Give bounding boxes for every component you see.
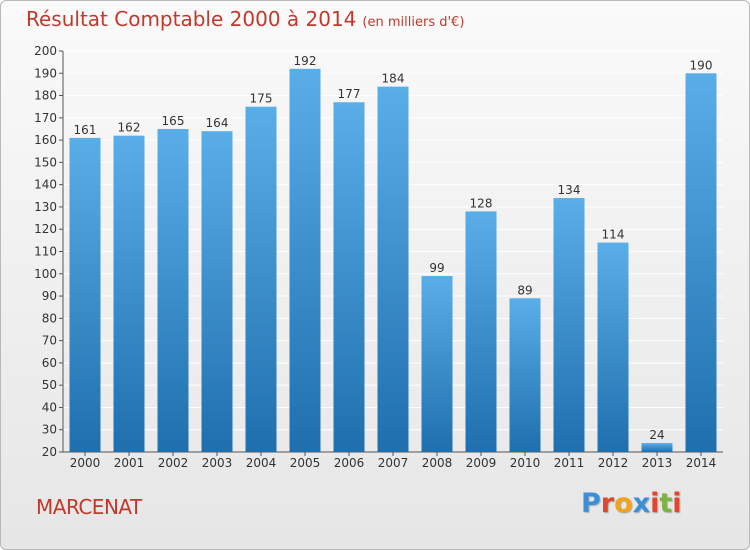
data-label: 164 (206, 116, 229, 130)
y-tick-label: 100 (34, 267, 57, 281)
y-tick-label: 40 (42, 400, 57, 414)
bar (113, 135, 145, 452)
chart-subtitle: (en milliers d'€) (362, 15, 465, 30)
y-tick-label: 170 (34, 111, 57, 125)
x-tick-label: 2000 (70, 456, 101, 470)
x-tick-label: 2001 (114, 456, 145, 470)
bar (641, 443, 673, 452)
y-tick-label: 200 (34, 44, 57, 58)
y-tick-label: 190 (34, 66, 57, 80)
data-label: 24 (649, 428, 664, 442)
y-tick-label: 70 (42, 334, 57, 348)
data-label: 175 (250, 92, 273, 106)
data-label: 177 (338, 87, 361, 101)
x-tick-label: 2006 (334, 456, 365, 470)
y-tick-label: 80 (42, 311, 57, 325)
x-tick-label: 2011 (554, 456, 585, 470)
bar (289, 68, 321, 453)
x-tick-label: 2005 (290, 456, 321, 470)
y-tick-label: 140 (34, 178, 57, 192)
x-tick-label: 2002 (158, 456, 189, 470)
y-tick-label: 110 (34, 245, 57, 259)
bar (333, 102, 365, 452)
logo-letter: r (600, 488, 615, 519)
bar (509, 298, 541, 452)
x-tick-label: 2007 (378, 456, 409, 470)
bar (465, 211, 497, 452)
commune-name: MARCENAT (36, 495, 142, 519)
bar (377, 86, 409, 453)
y-tick-label: 90 (42, 289, 57, 303)
data-label: 114 (602, 228, 625, 242)
x-tick-label: 2013 (642, 456, 673, 470)
y-tick-label: 160 (34, 133, 57, 147)
y-tick-label: 30 (42, 423, 57, 437)
data-label: 89 (517, 283, 532, 297)
data-label: 99 (429, 261, 444, 275)
data-label: 128 (470, 196, 493, 210)
logo-letter: t (659, 488, 673, 519)
x-tick-label: 2012 (598, 456, 629, 470)
data-label: 162 (118, 121, 141, 135)
logo-letter: o (614, 488, 633, 519)
logo-letter: x (632, 488, 651, 519)
data-label: 192 (294, 54, 317, 68)
data-label: 134 (558, 183, 581, 197)
x-tick-label: 2004 (246, 456, 277, 470)
x-tick-label: 2014 (686, 456, 717, 470)
bar (553, 198, 585, 452)
data-label: 161 (74, 123, 97, 137)
x-tick-label: 2010 (510, 456, 541, 470)
y-tick-label: 20 (42, 445, 57, 459)
bar (245, 106, 277, 452)
y-tick-label: 50 (42, 378, 57, 392)
y-tick-label: 130 (34, 200, 57, 214)
x-tick-label: 2008 (422, 456, 453, 470)
bar (597, 242, 629, 452)
bar (157, 128, 189, 452)
data-label: 184 (382, 72, 405, 86)
logo-letter: i (672, 488, 682, 519)
y-tick-label: 150 (34, 155, 57, 169)
chart-title-block: Résultat Comptable 2000 à 2014 (en millie… (26, 7, 464, 31)
chart-title: Résultat Comptable 2000 à 2014 (26, 7, 357, 31)
y-tick-label: 120 (34, 222, 57, 236)
y-tick-label: 60 (42, 356, 57, 370)
x-tick-label: 2003 (202, 456, 233, 470)
proxiti-logo: Proxiti (581, 488, 682, 519)
data-label: 165 (162, 114, 185, 128)
logo-letter: i (650, 488, 660, 519)
bar (421, 276, 453, 452)
logo-letter: P (581, 488, 601, 519)
bar (685, 73, 717, 453)
bar (69, 137, 101, 452)
x-tick-label: 2009 (466, 456, 497, 470)
bar (201, 131, 233, 452)
y-tick-label: 180 (34, 89, 57, 103)
data-label: 190 (690, 58, 713, 72)
